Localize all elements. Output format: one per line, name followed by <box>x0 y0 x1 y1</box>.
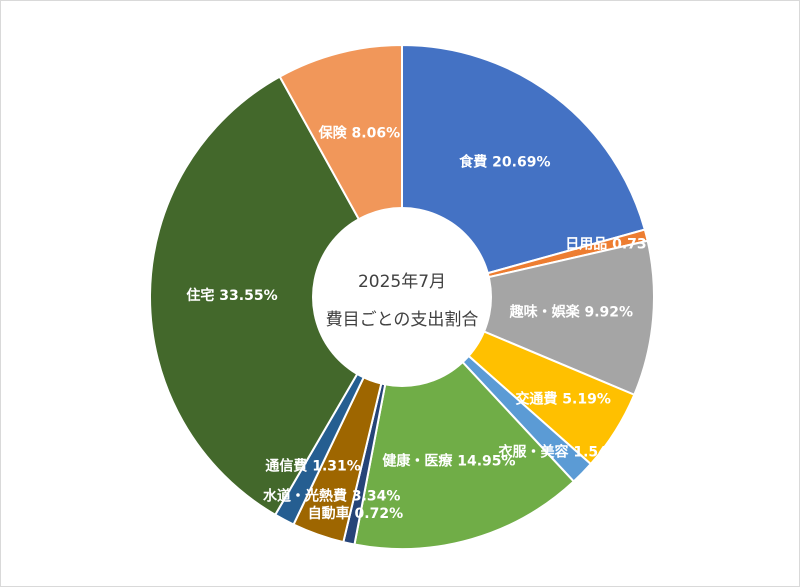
slice-label-8: 通信費 1.31% <box>265 457 360 474</box>
slice-label-5: 健康・医療 14.95% <box>382 452 515 469</box>
slice-label-1: 日用品 0.73% <box>565 237 660 253</box>
slice-label-7: 水道・光熱費 3.34% <box>263 488 400 505</box>
slice-label-2: 趣味・娯楽 9.92% <box>509 304 633 321</box>
slice-label-10: 保険 8.06% <box>318 124 400 141</box>
slice-9 <box>149 75 404 517</box>
slice-label-6: 自動車 0.72% <box>308 505 403 522</box>
center-subtitle: 費目ごとの支出割合 <box>326 310 479 330</box>
slices-layer <box>149 43 655 550</box>
labels-layer: 食費 20.69% 日用品 0.73% 趣味・娯楽 9.92% 交通費 5.19% 衣服… <box>186 124 660 522</box>
slice-label-9: 住宅 33.55% <box>186 287 277 304</box>
donut-hole <box>312 207 492 387</box>
slice-label-4: 衣服・美容 1.54% <box>498 443 621 460</box>
center-title: 2025年7月 <box>358 272 446 292</box>
slice-label-3: 交通費 5.19% <box>515 390 610 407</box>
slice-2 <box>398 239 655 397</box>
slice-label-0: 食費 20.69% <box>459 154 550 171</box>
